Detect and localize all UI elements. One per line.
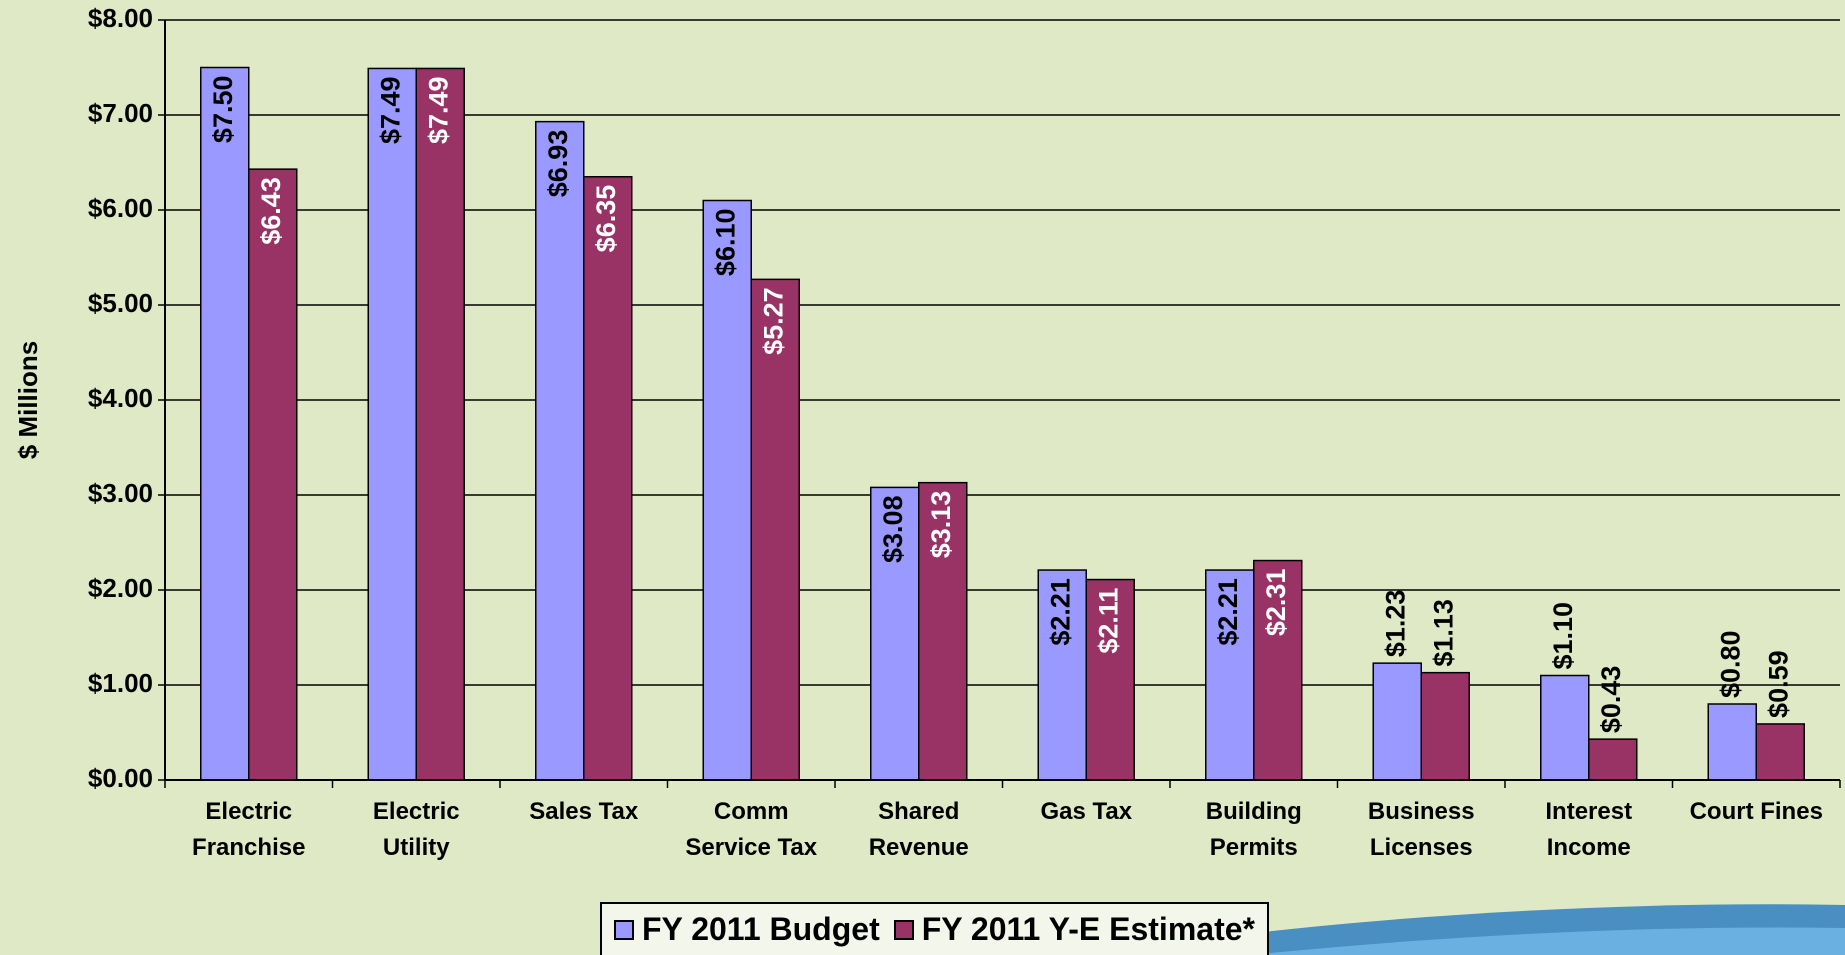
value-label: $1.13 — [1428, 599, 1458, 667]
value-label: $6.35 — [591, 185, 621, 253]
x-tick-label: Comm Service Tax — [685, 798, 818, 861]
value-label: $6.10 — [710, 209, 740, 277]
y-axis-title: $ Millions — [13, 341, 43, 459]
bar — [1755, 723, 1805, 781]
bar — [415, 67, 465, 781]
x-tick-label: Business Licenses — [1367, 798, 1475, 861]
bar — [1372, 662, 1422, 781]
y-tick-label: $1.00 — [88, 668, 153, 698]
value-label: $2.11 — [1093, 588, 1123, 654]
legend-label: FY 2011 Budget — [642, 911, 880, 947]
bar — [1205, 569, 1255, 781]
x-tick-label: Court Fines — [1689, 798, 1823, 825]
bar — [200, 66, 250, 781]
x-tick-label: Gas Tax — [1040, 798, 1133, 825]
bar — [535, 120, 585, 781]
y-tick-label: $8.00 — [88, 3, 153, 33]
value-label: $6.43 — [256, 177, 286, 245]
x-tick-label: Electric Utility — [372, 798, 460, 861]
bar — [1588, 738, 1638, 781]
y-tick-label: $6.00 — [88, 193, 153, 223]
y-tick-label: $2.00 — [88, 573, 153, 603]
legend-swatch — [893, 919, 914, 940]
bar — [367, 67, 417, 781]
y-tick-label: $7.00 — [88, 98, 153, 128]
x-tick-label: Interest Income — [1545, 798, 1633, 861]
legend: FY 2011 Budget FY 2011 Y-E Estimate* — [600, 902, 1269, 955]
legend-swatch — [614, 919, 634, 940]
y-tick-label: $0.00 — [88, 763, 153, 793]
value-label: $2.31 — [1261, 569, 1291, 637]
bar — [1085, 578, 1135, 781]
x-tick-label: Sales Tax — [529, 798, 639, 825]
x-tick-label: Shared Revenue — [868, 798, 969, 861]
value-label: $3.08 — [878, 495, 908, 563]
value-label: $5.27 — [758, 287, 788, 355]
legend-item: FY 2011 Budget — [614, 911, 880, 948]
value-label: $1.23 — [1380, 590, 1410, 658]
bar — [750, 278, 800, 781]
value-label: $6.93 — [543, 130, 573, 198]
value-label: $7.49 — [423, 76, 453, 144]
value-label: $1.10 — [1548, 602, 1578, 670]
background-swoosh — [1250, 927, 1845, 955]
x-tick-label: Building Permits — [1205, 798, 1302, 861]
value-label: $2.21 — [1213, 578, 1243, 646]
bar — [702, 199, 752, 781]
value-label: $7.49 — [375, 76, 405, 144]
bar — [1540, 674, 1590, 781]
value-label: $0.43 — [1596, 666, 1626, 734]
legend-label: FY 2011 Y-E Estimate* — [921, 911, 1255, 947]
value-label: $0.80 — [1715, 630, 1745, 698]
y-tick-label: $5.00 — [88, 288, 153, 318]
x-tick-label: Electric Franchise — [192, 798, 306, 861]
y-tick-label: $4.00 — [88, 383, 153, 413]
value-label: $2.21 — [1045, 578, 1075, 646]
bar — [870, 486, 920, 781]
bar — [1253, 559, 1303, 781]
bar — [918, 481, 968, 781]
value-label: $7.50 — [208, 76, 238, 144]
bar — [583, 176, 633, 781]
legend-item: FY 2011 Y-E Estimate* — [893, 911, 1255, 948]
bar — [1420, 671, 1470, 781]
value-label: $3.13 — [926, 491, 956, 559]
bar — [1707, 703, 1757, 781]
y-tick-label: $3.00 — [88, 478, 153, 508]
value-label: $0.59 — [1763, 650, 1793, 718]
bar — [248, 168, 298, 781]
